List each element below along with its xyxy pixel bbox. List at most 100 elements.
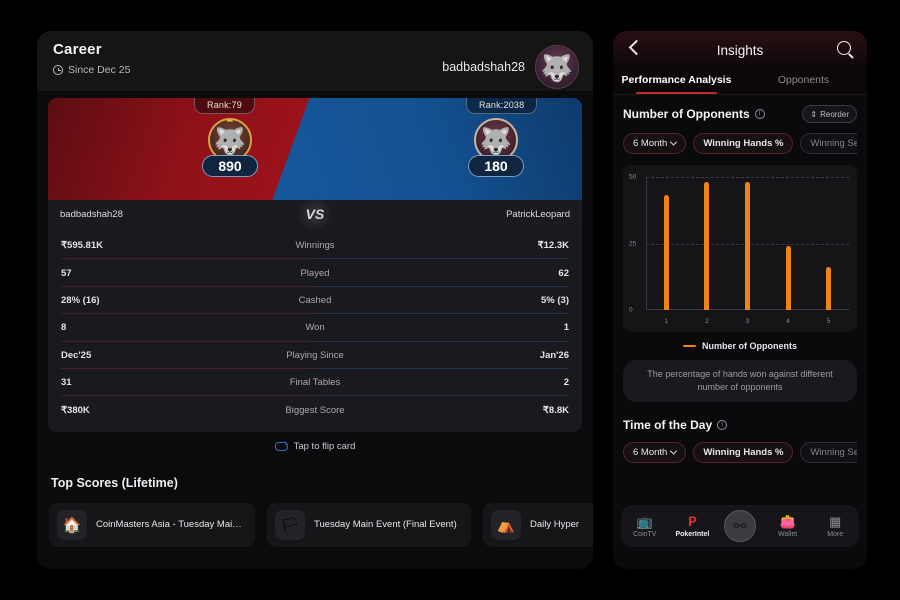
avatar: ♛ 🐺 — [208, 118, 252, 162]
section-title-label: Number of Opponents — [623, 107, 750, 121]
x-tick-label: 3 — [745, 318, 750, 325]
stat-value-right: 62 — [558, 267, 569, 279]
list-item[interactable]: 🏳 Tuesday Main Event (Final Event) — [267, 502, 471, 547]
chip-winning-hands[interactable]: Winning Hands % — [693, 133, 794, 154]
nav-item-logo[interactable]: ⚯ — [716, 510, 764, 542]
bar — [785, 246, 791, 310]
info-icon[interactable]: i — [754, 109, 765, 119]
poker-p-icon: 𝐏 — [687, 513, 697, 529]
insights-tabs: Performance Analysis Opponents — [613, 69, 867, 95]
stat-label: Biggest Score — [285, 404, 345, 416]
x-tick-label: 5 — [826, 318, 831, 325]
info-icon[interactable]: i — [717, 420, 728, 431]
chip-period-selector[interactable]: 6 Month — [623, 133, 687, 154]
stat-label: Won — [305, 322, 325, 334]
rank-badge-right: Rank:2038 — [466, 98, 538, 114]
top-scores-title: Top Scores (Lifetime) — [51, 475, 178, 490]
bar — [704, 182, 710, 310]
chart-description: The percentage of hands won against diff… — [623, 360, 857, 403]
rank-badge-left: Rank:79 — [194, 98, 255, 114]
nav-item-cointv[interactable]: 📺 CoinTV — [621, 515, 669, 538]
tent-icon: ⛺ — [491, 509, 521, 540]
nav-item-pokerintel[interactable]: 𝐏 PokerIntel — [669, 515, 717, 538]
stat-value-right: 2 — [563, 377, 569, 389]
chevron-down-icon — [670, 447, 678, 455]
bar-slot — [646, 177, 687, 310]
crown-icon: ♛ — [224, 120, 236, 126]
list-item[interactable]: ⛺ Daily Hyper — [483, 502, 593, 547]
table-row: ₹595.81K Winnings ₹12.3K — [48, 232, 582, 260]
score-badge-right: 180 — [468, 155, 524, 177]
bar-slot — [808, 177, 849, 310]
y-tick-label: 0 — [629, 306, 633, 314]
tv-icon: 📺 — [636, 513, 653, 529]
chip-winning-session[interactable]: Winning Session — [800, 133, 857, 154]
section-header-time-of-day: Time of the Day i — [623, 418, 857, 432]
table-row: 57 Played 62 — [48, 259, 582, 288]
table-row: 8 Won 1 — [48, 314, 582, 342]
flip-card-button[interactable]: Tap to flip card — [37, 432, 593, 462]
table-row: 31 Final Tables 2 — [48, 369, 582, 397]
player-name-right: PatrickLeopard — [506, 208, 570, 220]
back-chevron-icon[interactable] — [628, 39, 645, 56]
stat-value-left: ₹380K — [61, 404, 90, 416]
nav-item-wallet[interactable]: 👛 Wallet — [764, 515, 812, 538]
tab-opponents[interactable]: Opponents — [777, 74, 830, 86]
flip-card-icon — [274, 438, 288, 452]
stat-value-right: 1 — [563, 322, 569, 334]
stat-value-left: 8 — [61, 322, 67, 334]
career-since-label: Since Dec 25 — [68, 64, 131, 76]
legend-swatch — [683, 344, 696, 348]
chip-winning-session[interactable]: Winning Session — [800, 442, 857, 464]
tab-performance-analysis[interactable]: Performance Analysis — [613, 69, 740, 94]
table-row: ₹380K Biggest Score ₹8.8K — [48, 396, 582, 423]
filter-chips-time-of-day: 6 Month Winning Hands % Winning Session — [623, 442, 857, 464]
nav-label: Wallet — [777, 530, 798, 538]
reorder-icon: ⇕ — [810, 109, 818, 119]
logo-orb-icon: ⚯ — [723, 510, 756, 542]
insights-body: Number of Opponents i ⇕ Reorder 6 Month … — [613, 95, 867, 464]
stat-value-left: ₹595.81K — [61, 240, 103, 252]
page-title: Career — [53, 41, 102, 58]
player-name-left: badbadshah28 — [60, 208, 123, 220]
section-title: Time of the Day i — [623, 418, 728, 433]
opponents-chart: 50 25 0 1 2 — [623, 165, 857, 332]
nav-item-more[interactable]: ▦ More — [811, 515, 859, 538]
vs-label: VS — [298, 197, 332, 231]
gridline — [646, 177, 849, 178]
flag-icon: 🏳 — [275, 509, 305, 540]
stat-value-left: 31 — [61, 377, 72, 389]
section-title-label: Time of the Day — [623, 418, 713, 433]
stat-label: Played — [300, 267, 330, 279]
stat-value-left: Dec'25 — [61, 349, 92, 361]
x-tick-label: 2 — [705, 318, 709, 325]
chip-winning-hands[interactable]: Winning Hands % — [693, 442, 794, 464]
user-chip[interactable]: badbadshah28 🐺 — [442, 45, 579, 89]
stat-label: Playing Since — [286, 349, 344, 361]
x-tick-label: 1 — [664, 318, 669, 325]
top-score-name: CoinMasters Asia - Tuesday Main E... — [96, 519, 243, 531]
user-name: badbadshah28 — [442, 60, 525, 74]
clock-icon — [53, 65, 63, 75]
list-item[interactable]: 🏠 CoinMasters Asia - Tuesday Main E... — [49, 502, 255, 547]
reorder-button[interactable]: ⇕ Reorder — [802, 105, 857, 123]
stat-label: Final Tables — [289, 377, 341, 389]
chevron-down-icon — [670, 138, 678, 146]
search-icon[interactable] — [837, 41, 851, 55]
bar-slot — [727, 177, 768, 310]
section-header-opponents: Number of Opponents i ⇕ Reorder — [623, 105, 857, 123]
chip-period-selector[interactable]: 6 Month — [623, 442, 687, 464]
avatar: 🐺 — [535, 45, 579, 89]
score-badge-left: 890 — [202, 155, 258, 177]
player-right: 🐺 180 — [451, 118, 541, 177]
top-score-name: Daily Hyper — [530, 519, 580, 531]
insights-panel: Insights Performance Analysis Opponents … — [613, 31, 867, 569]
top-scores-list[interactable]: 🏠 CoinMasters Asia - Tuesday Main E... 🏳… — [49, 502, 593, 547]
legend-label: Number of Opponents — [702, 341, 797, 351]
stats-table: ₹595.81K Winnings ₹12.3K 57 Played 62 2 8… — [48, 228, 582, 432]
y-axis — [646, 177, 647, 310]
player-left: ♛ 🐺 890 — [185, 118, 275, 177]
bar — [663, 194, 669, 310]
versus-right-side — [272, 98, 582, 200]
bar-slot — [687, 177, 728, 310]
